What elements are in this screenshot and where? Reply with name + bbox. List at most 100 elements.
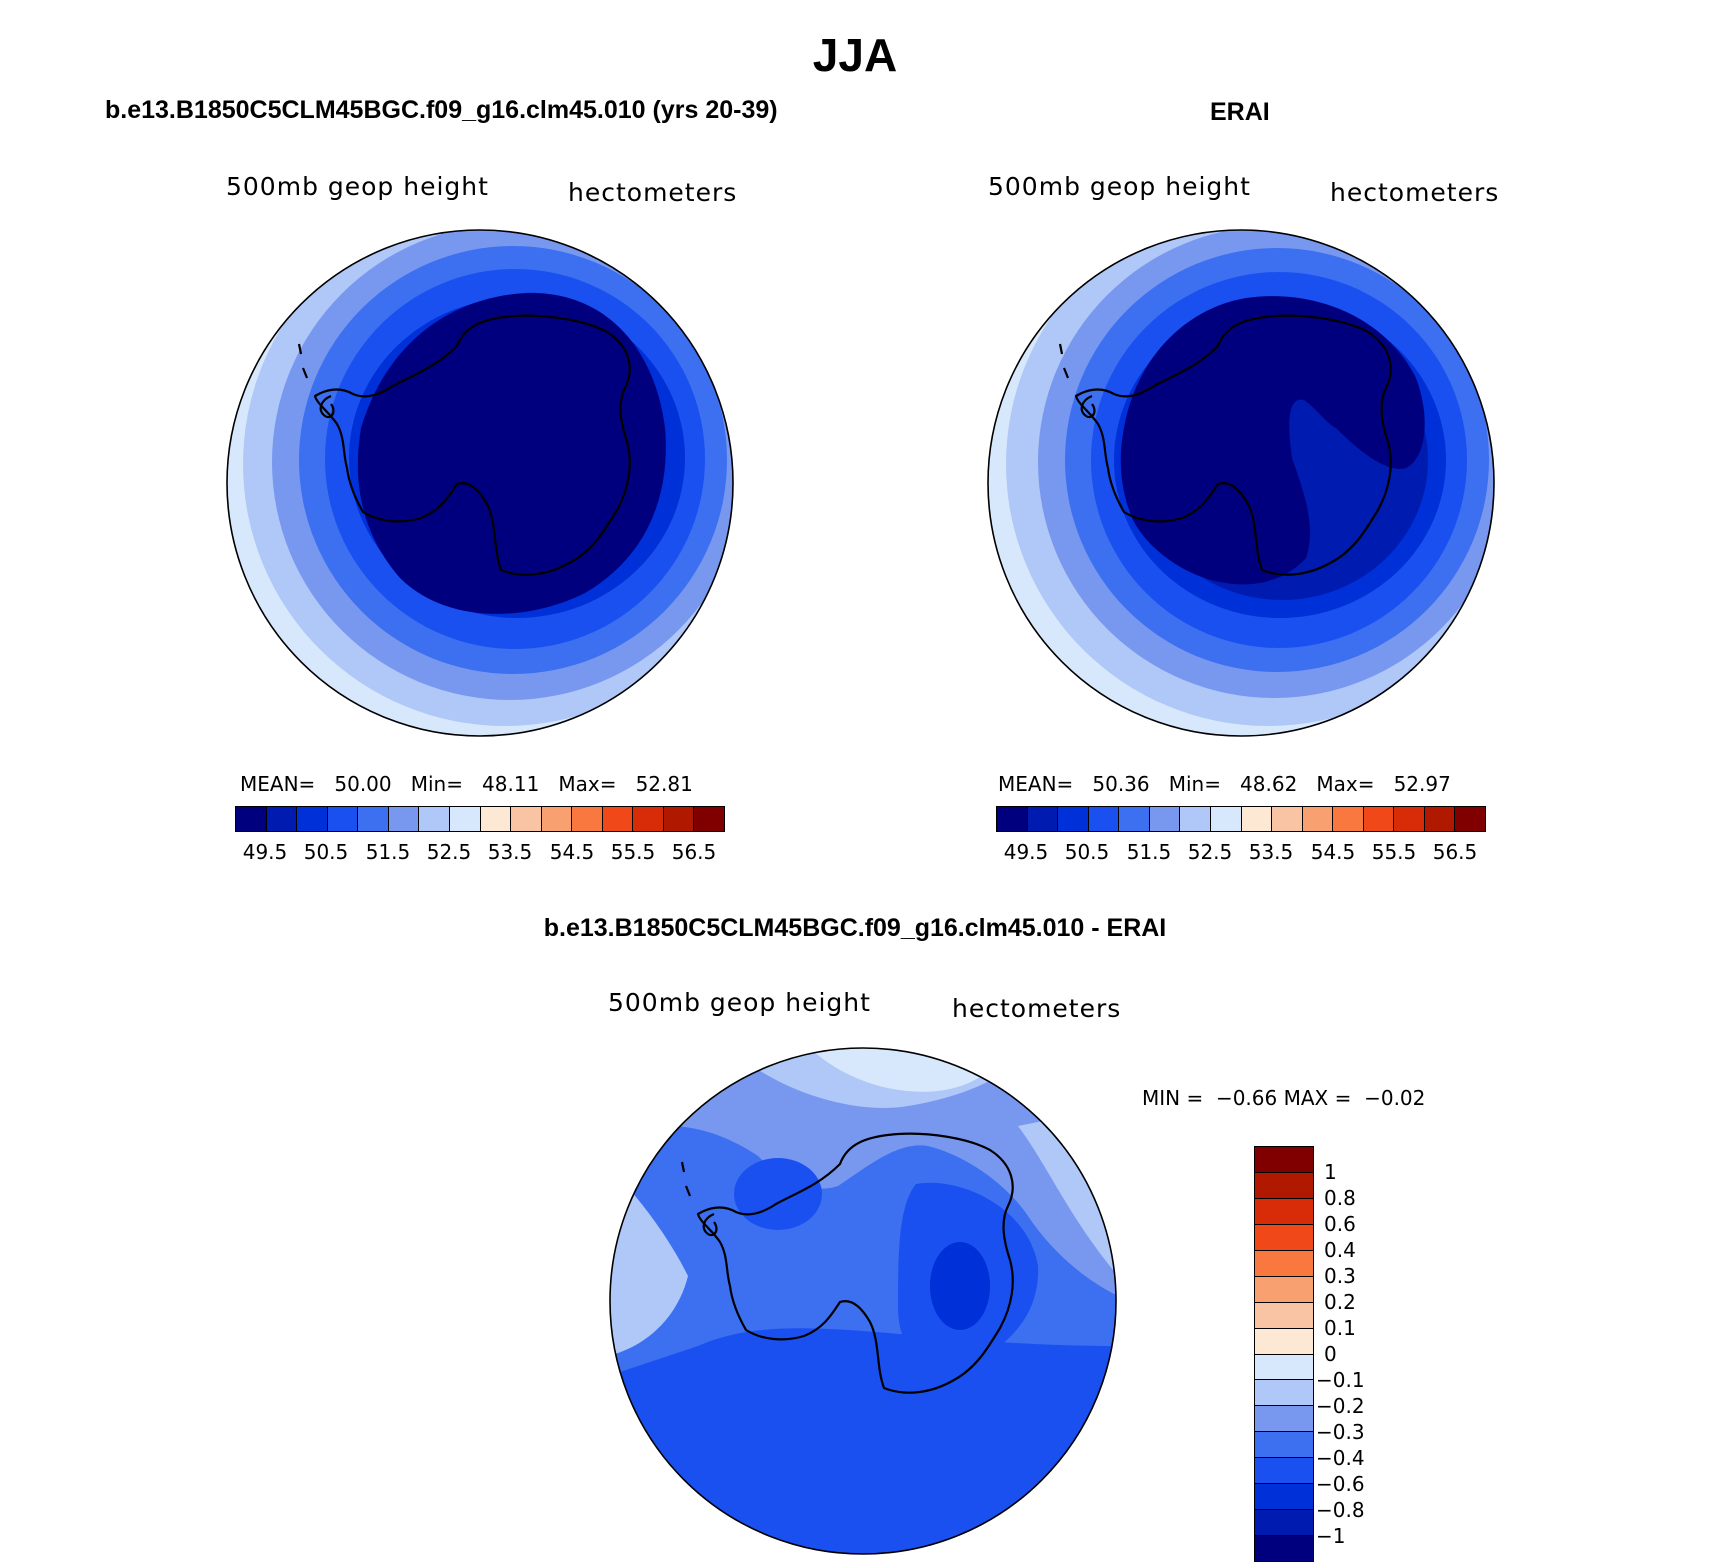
colorbar-tick-label: −0.3 [1316,1420,1365,1444]
colorbar-swatch [1255,1224,1313,1251]
mean-value: 50.36 [1092,772,1150,796]
colorbar-tick-label: 50.5 [303,840,349,864]
colorbar-swatch [511,807,542,831]
colorbar-tick-label: −0.2 [1316,1394,1365,1418]
colorbar-tick-label: −0.1 [1316,1368,1365,1392]
colorbar-swatch [1255,1484,1313,1511]
colorbar-swatch [1255,1302,1313,1329]
colorbar-swatch [1058,807,1089,831]
colorbar-swatch [541,807,573,831]
colorbar-swatch [388,807,420,831]
colorbar-tick-label: 54.5 [549,840,595,864]
colorbar-swatch [266,807,298,831]
colorbar-tick-label: 53.5 [487,840,533,864]
colorbar-swatch [480,807,512,831]
colorbar-swatch [1424,807,1456,831]
colorbar-tick-label: 56.5 [1432,840,1478,864]
colorbar-tick-label: 0.1 [1324,1316,1356,1340]
colorbar-swatch [1210,807,1242,831]
colorbar-tick-label: 49.5 [242,840,288,864]
colorbar-swatch [1255,1354,1313,1381]
panel-obs-title: ERAI [1210,98,1270,126]
min-value: −0.66 [1215,1086,1278,1110]
colorbar-swatch [358,807,389,831]
panel-obs-stats: MEAN= 50.36 Min= 48.62 Max= 52.97 [998,772,1451,796]
min-value: 48.62 [1240,772,1298,796]
colorbar-swatch [1394,807,1425,831]
colorbar-swatch [694,807,724,831]
antarctica-coastline-icon [297,314,631,576]
colorbar-main-obs-ticks: 49.5 50.5 51.5 52.5 53.5 54.5 55.5 56.5 [996,840,1486,864]
colorbar-tick-label: 52.5 [426,840,472,864]
colorbar-swatch [1302,807,1334,831]
max-label: Max= [558,772,617,796]
colorbar-swatch [1333,807,1364,831]
mean-label: MEAN= [998,772,1074,796]
colorbar-swatch [633,807,664,831]
panel-model-field-label: 500mb geop height [226,172,489,201]
colorbar-swatch [663,807,695,831]
colorbar-tick-label: −0.6 [1316,1472,1365,1496]
colorbar-swatch [1255,1380,1313,1407]
colorbar-tick-label: 54.5 [1310,840,1356,864]
mean-label: MEAN= [240,772,316,796]
colorbar-tick-label: 51.5 [1126,840,1172,864]
colorbar-tick-label: −1 [1316,1524,1346,1548]
colorbar-tick-label: 56.5 [671,840,717,864]
colorbar-tick-label: 1 [1324,1160,1337,1184]
colorbar-main-model [235,806,725,832]
max-value: 52.97 [1393,772,1451,796]
colorbar-swatch [1363,807,1395,831]
colorbar-swatch [1119,807,1150,831]
colorbar-swatch [1241,807,1273,831]
panel-model-title: b.e13.B1850C5CLM45BGC.f09_g16.clm45.010 … [105,96,778,124]
panel-diff-stats: MIN = −0.66 MAX = −0.02 [1142,1086,1425,1110]
colorbar-swatch [1255,1432,1313,1459]
colorbar-main-obs [996,806,1486,832]
colorbar-swatch [602,807,634,831]
colorbar-swatch [1027,807,1059,831]
colorbar-swatch [449,807,481,831]
mean-value: 50.00 [334,772,392,796]
colorbar-swatch [572,807,603,831]
min-label: Min= [1168,772,1221,796]
panel-obs-field-label: 500mb geop height [988,172,1251,201]
colorbar-swatch [1255,1328,1313,1355]
colorbar-swatch [997,807,1028,831]
panel-diff-map [609,1047,1117,1555]
colorbar-swatch [1180,807,1211,831]
colorbar-main-model-ticks: 49.5 50.5 51.5 52.5 53.5 54.5 55.5 56.5 [235,840,725,864]
colorbar-swatch [297,807,328,831]
colorbar-swatch [1088,807,1120,831]
colorbar-tick-label: 0 [1324,1342,1337,1366]
panel-model-stats: MEAN= 50.00 Min= 48.11 Max= 52.81 [240,772,693,796]
colorbar-swatch [236,807,267,831]
colorbar-swatch [1255,1458,1313,1485]
panel-model-units-label: hectometers [568,178,738,207]
colorbar-tick-label: −0.4 [1316,1446,1365,1470]
colorbar-swatch [419,807,450,831]
max-label: MAX = [1283,1086,1352,1110]
min-label: Min= [410,772,463,796]
panel-diff-field-label: 500mb geop height [608,988,871,1017]
colorbar-swatch [1255,1276,1313,1303]
colorbar-tick-label: 55.5 [610,840,656,864]
min-label: MIN = [1142,1086,1204,1110]
panel-obs-units-label: hectometers [1330,178,1500,207]
colorbar-swatch [1255,1147,1313,1173]
min-value: 48.11 [482,772,540,796]
colorbar-swatch [327,807,359,831]
colorbar-swatch [1255,1198,1313,1225]
colorbar-tick-label: 0.3 [1324,1264,1356,1288]
antarctica-coastline-icon [1058,314,1392,576]
max-value: 52.81 [635,772,693,796]
colorbar-tick-label: 0.4 [1324,1238,1356,1262]
colorbar-tick-label: 50.5 [1064,840,1110,864]
colorbar-tick-label: 0.6 [1324,1212,1356,1236]
colorbar-diff [1254,1146,1314,1562]
panel-diff-units-label: hectometers [952,994,1122,1023]
colorbar-tick-label: 51.5 [365,840,411,864]
colorbar-swatch [1149,807,1181,831]
colorbar-tick-label: 55.5 [1371,840,1417,864]
colorbar-tick-label: 49.5 [1003,840,1049,864]
